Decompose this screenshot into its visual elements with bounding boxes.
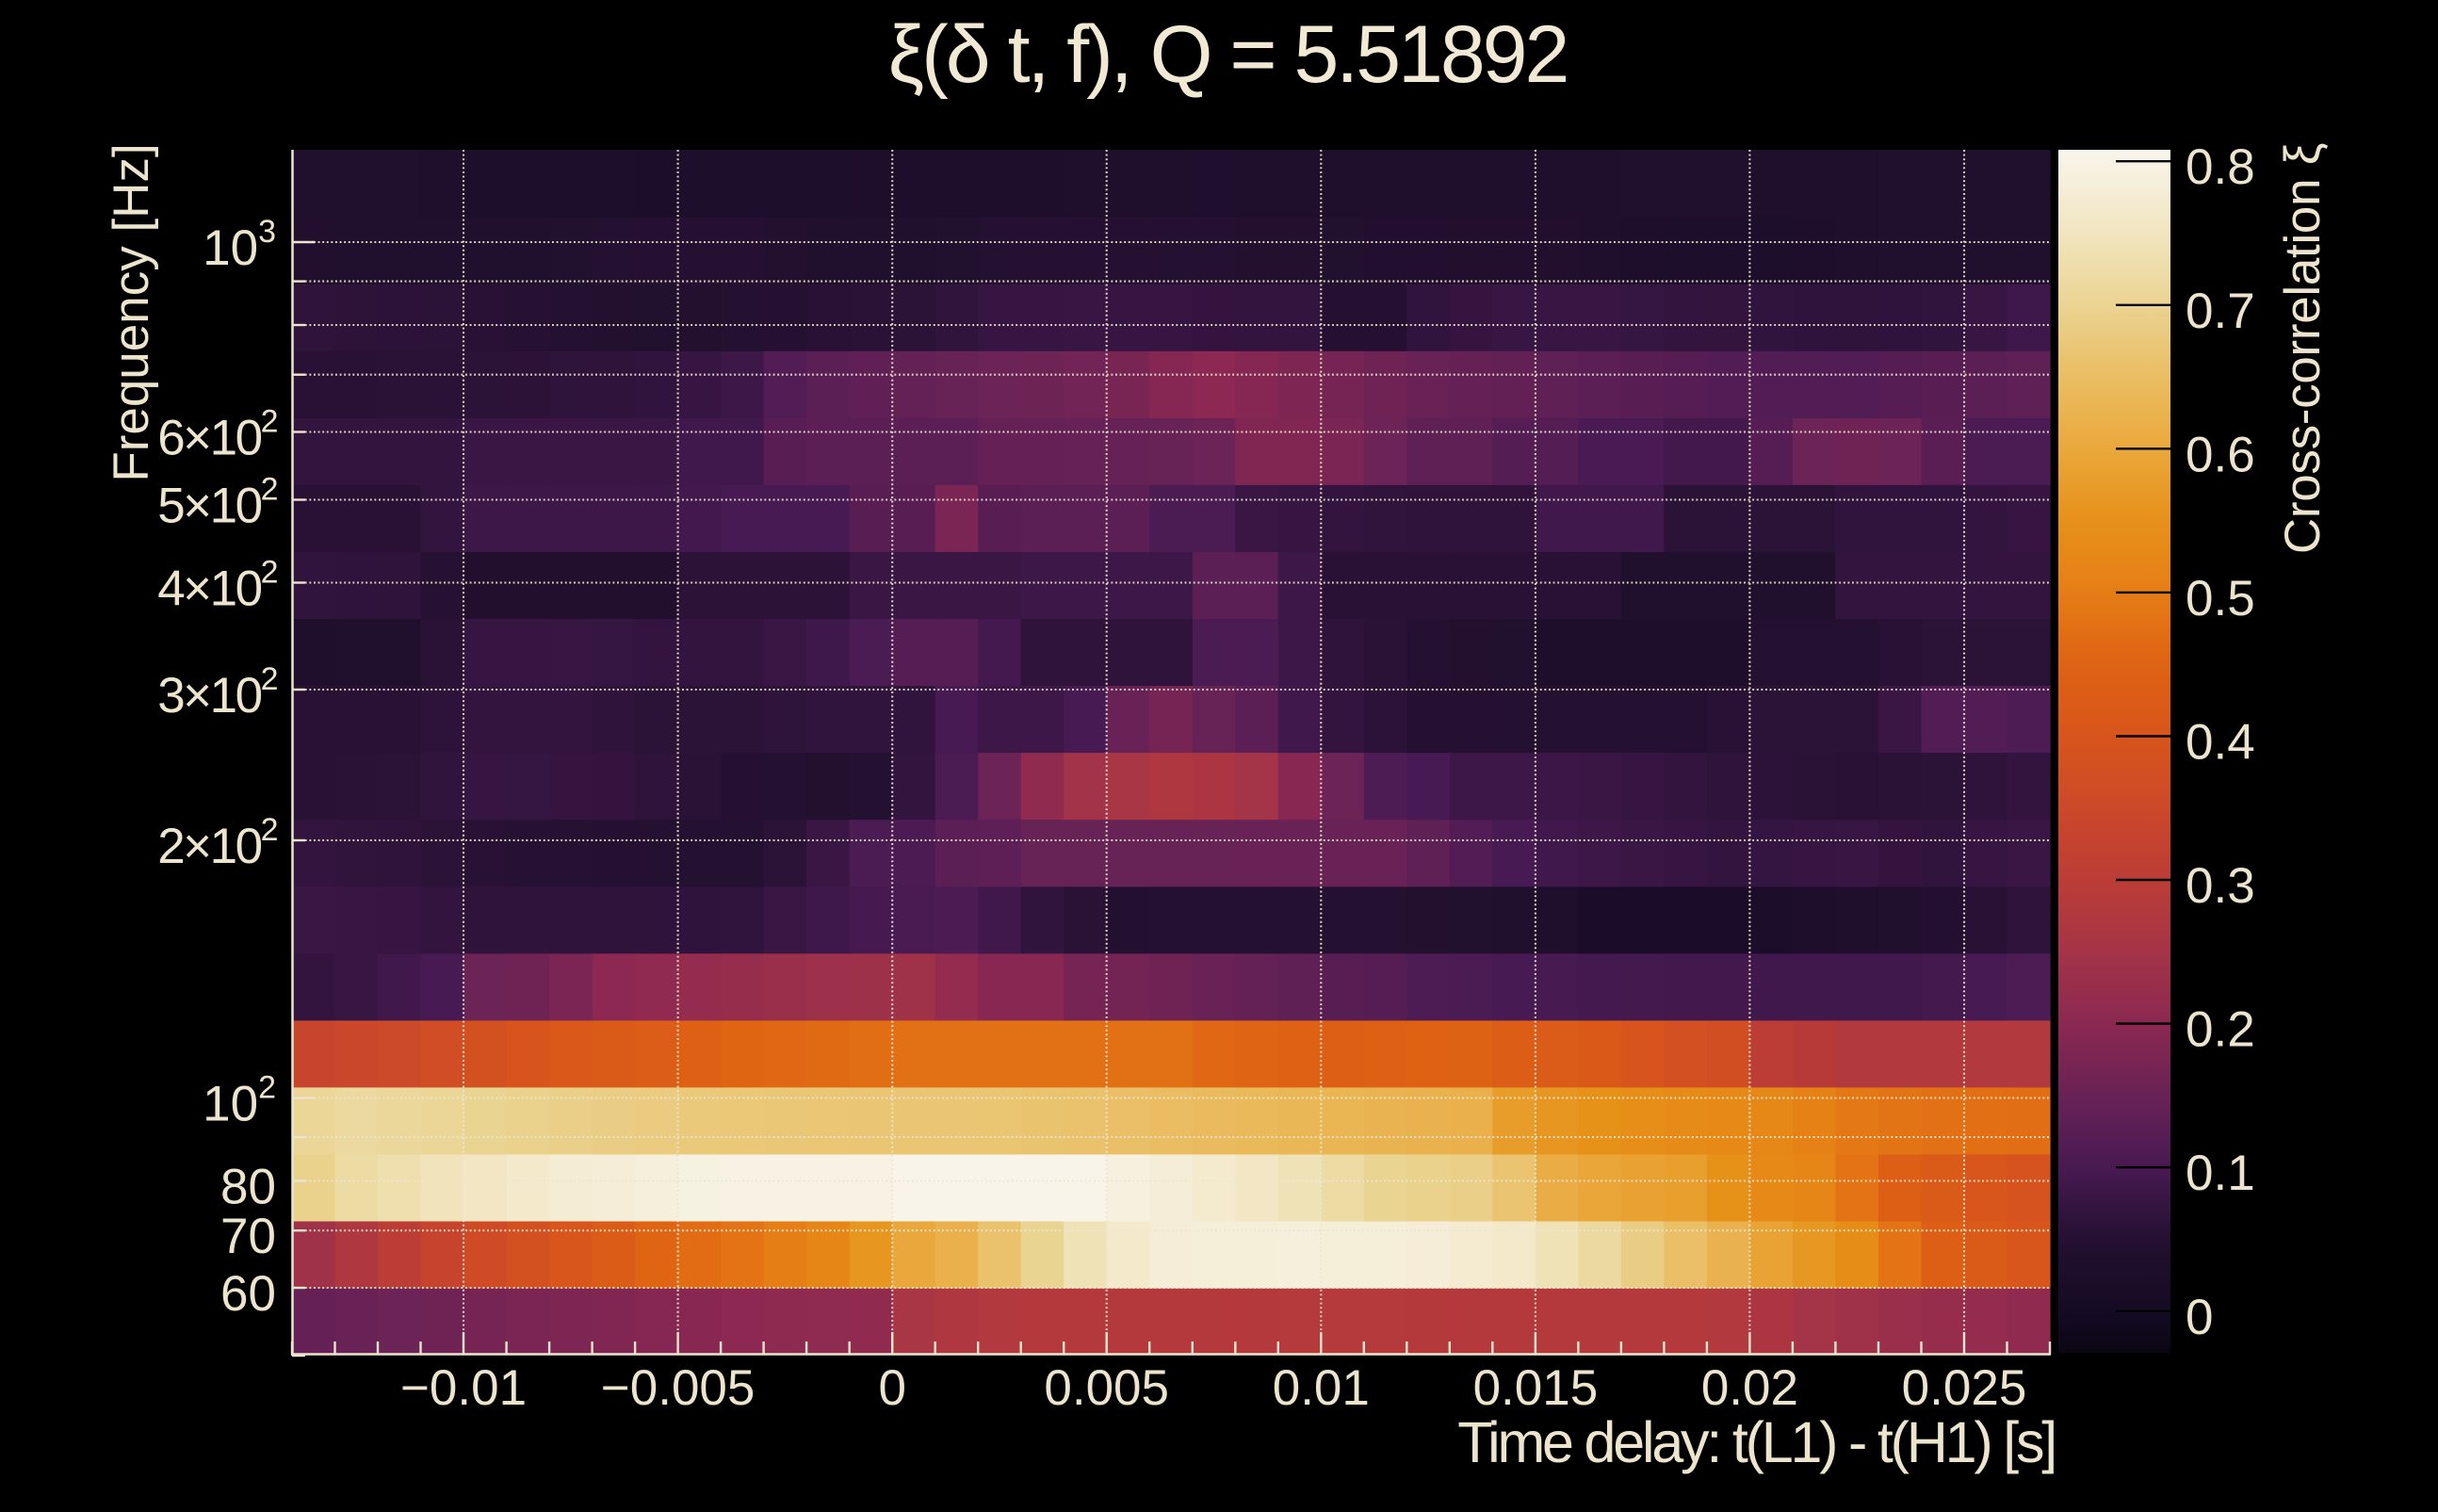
svg-text:0.02: 0.02 (1701, 1360, 1798, 1416)
svg-text:80: 80 (220, 1160, 276, 1215)
svg-text:2×102: 2×102 (157, 812, 277, 874)
svg-text:0.3: 0.3 (2186, 858, 2255, 914)
svg-text:Cross-correlation ξ: Cross-correlation ξ (2275, 143, 2331, 554)
svg-text:Time delay: t(L1) - t(H1) [s]: Time delay: t(L1) - t(H1) [s] (1457, 1410, 2055, 1474)
svg-text:0.005: 0.005 (1044, 1360, 1169, 1416)
svg-text:0: 0 (878, 1360, 905, 1416)
svg-text:5×102: 5×102 (157, 472, 277, 534)
svg-text:0: 0 (2186, 1290, 2213, 1345)
svg-text:0.2: 0.2 (2186, 1002, 2255, 1058)
svg-text:0.025: 0.025 (1902, 1360, 2027, 1416)
svg-text:3×102: 3×102 (157, 661, 277, 723)
svg-text:0.7: 0.7 (2186, 284, 2255, 339)
svg-text:0.8: 0.8 (2186, 139, 2255, 195)
svg-text:6×102: 6×102 (157, 404, 277, 466)
svg-text:0.1: 0.1 (2186, 1146, 2255, 1201)
svg-text:0.5: 0.5 (2186, 571, 2255, 626)
svg-text:Frequency [Hz]: Frequency [Hz] (104, 143, 159, 481)
svg-text:−0.005: −0.005 (601, 1360, 756, 1416)
svg-text:60: 60 (220, 1266, 276, 1322)
svg-text:0.01: 0.01 (1273, 1360, 1370, 1416)
svg-text:0.6: 0.6 (2186, 427, 2255, 482)
svg-text:70: 70 (220, 1209, 276, 1264)
svg-text:4×102: 4×102 (157, 555, 277, 617)
svg-text:ξ(δ t, f), Q = 5.51892: ξ(δ t, f), Q = 5.51892 (888, 9, 1568, 100)
svg-text:−0.01: −0.01 (400, 1360, 527, 1416)
svg-text:0.4: 0.4 (2186, 715, 2255, 771)
svg-text:0.015: 0.015 (1473, 1360, 1599, 1416)
